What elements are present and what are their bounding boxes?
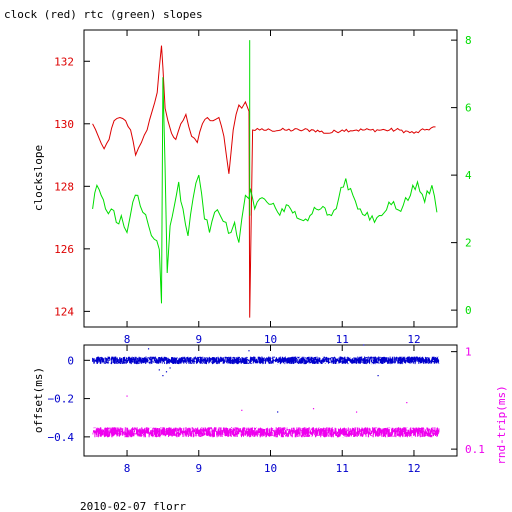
roundtrip-band xyxy=(92,427,440,438)
offset-x-tick-label: 11 xyxy=(336,462,349,475)
roundtrip-right-axis: 10.1 xyxy=(451,346,485,456)
roundtrip-outlier-point xyxy=(312,408,315,410)
footer-date: 2010-02-07 florr xyxy=(80,500,186,512)
offset-band xyxy=(92,356,440,365)
offset-outlier-point xyxy=(277,411,279,413)
offset-outlier-point xyxy=(169,367,171,369)
slope-x-tick-label: 10 xyxy=(264,333,277,346)
slope-left-axis: 124 126 128 130 132 xyxy=(54,55,90,318)
offset-outlier-point xyxy=(377,375,379,377)
offset-panel: 8 9 10 11 12 0−0.2−0.4 10.1 offset(ms) rnd-t… xyxy=(32,344,508,475)
slope-y-tick-label: 126 xyxy=(54,243,74,256)
slope-x-tick-label: 9 xyxy=(195,333,202,346)
chart-title: clock (red) rtc (green) slopes xyxy=(4,8,203,21)
offset-outlier-point xyxy=(162,375,164,377)
offset-outlier-point xyxy=(248,350,250,352)
offset-series xyxy=(92,344,440,438)
slope-y2-tick-label: 6 xyxy=(465,102,472,115)
roundtrip-y-tick-label: 1 xyxy=(465,346,472,359)
slope-y-tick-label: 124 xyxy=(54,305,74,318)
offset-y-axis-label: offset(ms) xyxy=(32,367,45,433)
offset-x-tick-label: 9 xyxy=(195,462,202,475)
slope-plot-frame xyxy=(83,29,458,328)
slope-y2-tick-label: 2 xyxy=(465,237,472,250)
slope-x-axis: 8 9 10 11 12 xyxy=(124,30,421,346)
roundtrip-outlier-point xyxy=(355,411,358,413)
roundtrip-outlier-point xyxy=(126,395,128,397)
slope-y-tick-label: 130 xyxy=(54,118,74,131)
roundtrip-y-axis-label: rnd-trip(ms) xyxy=(495,385,508,464)
offset-x-tick-label: 12 xyxy=(407,462,420,475)
slope-panel: 8 9 10 11 12 124 126 128 130 132 0 2 4 6 8 clockslop… xyxy=(32,29,472,346)
slope-y2-tick-label: 0 xyxy=(465,304,472,317)
offset-outlier-point xyxy=(147,348,150,350)
rtc-slope-line xyxy=(92,77,438,304)
offset-x-tick-label: 10 xyxy=(264,462,277,475)
offset-outlier-point xyxy=(165,371,168,373)
roundtrip-outlier-point xyxy=(406,402,408,404)
offset-outlier-point xyxy=(158,369,160,371)
slope-y-tick-label: 128 xyxy=(54,180,74,193)
offset-outlier-point xyxy=(363,344,365,346)
offset-y-tick-label: −0.4 xyxy=(48,431,75,444)
slope-y-axis-label: clockslope xyxy=(32,145,45,211)
offset-y-tick-label: 0 xyxy=(67,354,74,367)
offset-x-tick-label: 8 xyxy=(124,462,131,475)
slope-series xyxy=(92,40,438,318)
slope-y2-tick-label: 4 xyxy=(465,169,472,182)
slope-right-axis: 0 2 4 6 8 xyxy=(451,34,472,317)
offset-y-tick-label: −0.2 xyxy=(48,393,75,406)
slope-y2-tick-label: 8 xyxy=(465,34,472,47)
slope-y-tick-label: 132 xyxy=(54,55,74,68)
slope-x-tick-label: 11 xyxy=(336,333,349,346)
roundtrip-y-tick-label: 0.1 xyxy=(465,443,485,456)
slope-x-tick-label: 12 xyxy=(407,333,420,346)
roundtrip-outlier-point xyxy=(241,409,243,411)
offset-left-axis: 0 −0.2 −0.4 xyxy=(48,354,90,444)
slope-x-tick-label: 8 xyxy=(124,333,131,346)
clock-slope-line xyxy=(92,45,436,318)
offset-x-axis: 8 9 10 11 12 xyxy=(124,345,421,475)
